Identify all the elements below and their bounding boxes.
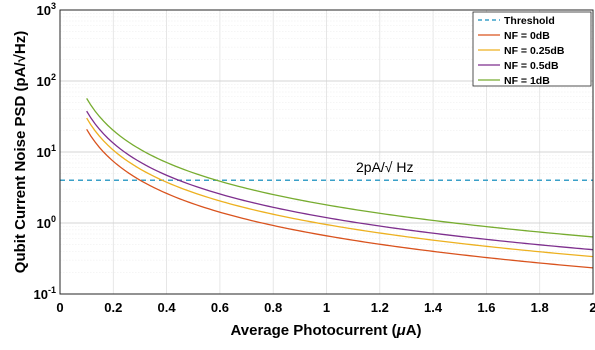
y-tick-label: 100	[37, 214, 56, 231]
x-tick-label: 0.4	[158, 300, 177, 315]
legend-box	[472, 11, 592, 87]
y-axis-label: Qubit Current Noise PSD (pA/√Hz)	[12, 31, 29, 273]
x-tick-label: 0.6	[211, 300, 229, 315]
legend: Threshold NF = 0dB NF = 0.25dB NF = 0.5d…	[472, 11, 592, 87]
y-tick-base: 10	[37, 74, 51, 89]
x-tick-label: 2	[589, 300, 595, 315]
plot-frame	[59, 9, 594, 295]
y-tick-exponent: 1	[51, 143, 56, 153]
x-tick-label: 1.2	[371, 300, 389, 315]
x-axis-label: Average Photocurrent (μA)	[230, 322, 421, 339]
ticks: 0 0.2 0.4 0.6 0.8 1 1.2 1.4 1.6 1.8 210-1100101102…	[34, 1, 595, 315]
legend-label-nf-1db: NF = 1dB	[504, 75, 550, 87]
series-line-3	[86, 98, 594, 238]
x-tick-label: 1.8	[531, 300, 549, 315]
y-tick-exponent: -1	[48, 285, 56, 295]
legend-label-nf-025db: NF = 0.25dB	[504, 45, 565, 57]
y-tick-label: 102	[37, 72, 56, 89]
x-tick-label: 0.8	[264, 300, 282, 315]
y-tick-base: 10	[37, 3, 51, 18]
legend-label-nf-0db: NF = 0dB	[504, 30, 550, 42]
series-lines	[60, 98, 594, 269]
y-tick-label: 101	[37, 143, 56, 160]
y-tick-base: 10	[37, 216, 51, 231]
y-tick-base: 10	[34, 287, 48, 302]
y-tick-base: 10	[37, 145, 51, 160]
series-line-1	[86, 117, 594, 258]
y-tick-label: 103	[37, 1, 56, 18]
x-axis-label-mu: μ	[396, 322, 406, 339]
legend-label-nf-05db: NF = 0.5dB	[504, 60, 559, 72]
x-tick-label: 0.2	[104, 300, 122, 315]
y-tick-exponent: 3	[51, 1, 56, 11]
x-tick-label: 1.4	[424, 300, 443, 315]
annotation-label: 2pA/√ Hz	[356, 159, 413, 175]
x-tick-label: 0	[56, 300, 63, 315]
x-tick-label: 1	[323, 300, 330, 315]
x-axis-label-after: A)	[406, 322, 422, 339]
legend-label-threshold: Threshold	[504, 15, 555, 27]
y-tick-label: 10-1	[34, 285, 56, 302]
series-line-2	[86, 110, 594, 251]
x-axis-label-before: Average Photocurrent (	[230, 322, 396, 339]
y-tick-exponent: 2	[51, 72, 56, 82]
x-tick-label: 1.6	[477, 300, 495, 315]
series-line-0	[86, 128, 594, 269]
y-tick-exponent: 0	[51, 214, 56, 224]
